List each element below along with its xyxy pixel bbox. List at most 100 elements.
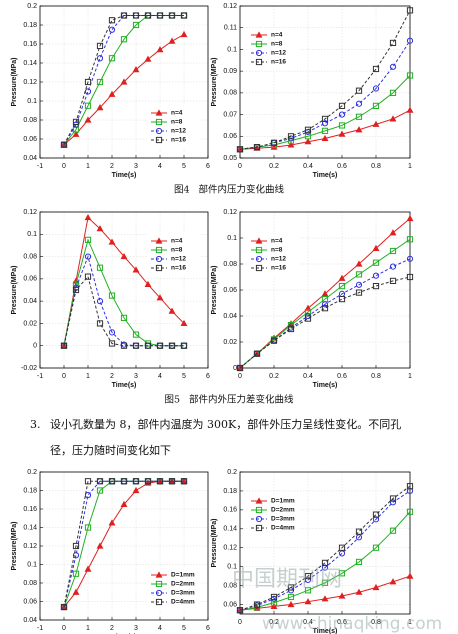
x-tick-label: 1 bbox=[408, 373, 412, 380]
marker bbox=[389, 277, 397, 284]
x-tick-label: 0 bbox=[62, 373, 66, 380]
series-line bbox=[63, 480, 184, 608]
y-tick-label: 0.12 bbox=[23, 209, 37, 216]
marker bbox=[389, 527, 397, 534]
marker bbox=[84, 565, 92, 572]
marker bbox=[120, 500, 128, 507]
marker bbox=[338, 111, 346, 118]
marker bbox=[321, 579, 329, 586]
marker bbox=[389, 63, 397, 70]
legend-marker bbox=[255, 31, 263, 38]
series-line bbox=[63, 238, 184, 347]
legend-marker bbox=[155, 589, 163, 597]
y-axis-label: Pressure(MPa) bbox=[211, 518, 218, 567]
marker bbox=[180, 12, 188, 19]
marker bbox=[180, 319, 188, 327]
marker bbox=[108, 238, 116, 245]
y-tick-label: 0.08 bbox=[23, 580, 37, 587]
x-tick-label: 5 bbox=[182, 163, 186, 170]
marker bbox=[120, 314, 128, 321]
marker bbox=[270, 139, 278, 146]
marker bbox=[406, 273, 414, 281]
marker bbox=[389, 89, 397, 96]
marker bbox=[144, 12, 152, 19]
marker bbox=[304, 573, 312, 580]
marker bbox=[108, 55, 116, 62]
marker bbox=[406, 106, 414, 113]
y-tick-label: 0.08 bbox=[23, 117, 37, 124]
marker bbox=[372, 120, 380, 127]
marker bbox=[144, 342, 152, 349]
legend-label: n=12 bbox=[271, 50, 286, 57]
y-tick-label: 0.08 bbox=[223, 261, 237, 268]
x-tick-label: 1 bbox=[86, 373, 90, 380]
y-tick-label: 0.06 bbox=[223, 133, 237, 140]
y-tick-label: 0.1 bbox=[27, 231, 37, 238]
marker bbox=[120, 252, 128, 260]
legend-marker bbox=[155, 127, 163, 135]
legend-marker bbox=[255, 497, 263, 504]
marker bbox=[355, 87, 363, 94]
legend-marker bbox=[255, 49, 263, 57]
y-tick-label: 0.11 bbox=[224, 25, 237, 32]
y-tick-label: 0.1 bbox=[227, 564, 237, 571]
marker bbox=[72, 552, 80, 559]
x-axis-label: Time(s) bbox=[112, 382, 137, 389]
marker bbox=[372, 85, 380, 92]
legend-label: n=4 bbox=[271, 32, 283, 39]
y-tick-label: 0.12 bbox=[223, 545, 237, 552]
y-tick-label: 0.12 bbox=[23, 79, 37, 86]
marker bbox=[96, 542, 104, 549]
y-tick-label: 0.04 bbox=[23, 617, 37, 624]
x-tick-label: 0.8 bbox=[371, 163, 381, 170]
y-tick-label: 0.1 bbox=[227, 46, 237, 53]
y-tick-label: 0.06 bbox=[223, 601, 237, 608]
marker bbox=[132, 12, 140, 19]
y-tick-label: 0.14 bbox=[23, 524, 37, 531]
y-tick-label: 0 bbox=[33, 343, 37, 350]
marker bbox=[287, 600, 295, 608]
marker bbox=[168, 307, 176, 314]
marker bbox=[372, 272, 380, 279]
y-tick-label: 0.2 bbox=[27, 469, 37, 476]
marker bbox=[389, 115, 397, 122]
series-line bbox=[63, 15, 184, 145]
marker bbox=[270, 602, 278, 610]
marker bbox=[144, 478, 152, 485]
legend-label: D=1mm bbox=[171, 572, 195, 579]
marker bbox=[108, 26, 116, 33]
legend-label: n=12 bbox=[171, 256, 186, 263]
marker bbox=[372, 544, 380, 551]
marker bbox=[132, 478, 140, 485]
marker bbox=[389, 578, 397, 585]
marker bbox=[84, 116, 92, 123]
marker bbox=[253, 144, 261, 151]
y-tick-label: 0.05 bbox=[223, 155, 237, 162]
marker bbox=[321, 595, 329, 602]
y-tick-label: 0.12 bbox=[223, 3, 237, 10]
series-line bbox=[239, 276, 411, 369]
x-tick-label: 0 bbox=[62, 625, 66, 632]
marker bbox=[338, 296, 346, 303]
series-line bbox=[239, 40, 411, 150]
legend-marker bbox=[155, 255, 163, 263]
x-tick-label: 0 bbox=[238, 619, 242, 626]
paragraph-number: 3. bbox=[30, 418, 41, 431]
legend-label: n=12 bbox=[271, 256, 286, 263]
marker bbox=[406, 37, 414, 44]
legend-label: n=16 bbox=[171, 265, 186, 272]
x-tick-label: -1 bbox=[37, 625, 43, 632]
marker bbox=[287, 593, 295, 601]
legend-label: n=4 bbox=[171, 110, 183, 117]
y-tick-label: 0.02 bbox=[23, 320, 37, 327]
marker bbox=[84, 492, 92, 499]
legend-marker bbox=[155, 237, 163, 244]
plot-frame bbox=[39, 5, 209, 159]
marker bbox=[84, 478, 92, 485]
x-tick-label: 0.4 bbox=[303, 373, 313, 380]
legend-marker bbox=[255, 237, 263, 244]
marker bbox=[60, 141, 68, 148]
x-tick-label: 3 bbox=[134, 625, 138, 632]
marker bbox=[372, 65, 380, 73]
